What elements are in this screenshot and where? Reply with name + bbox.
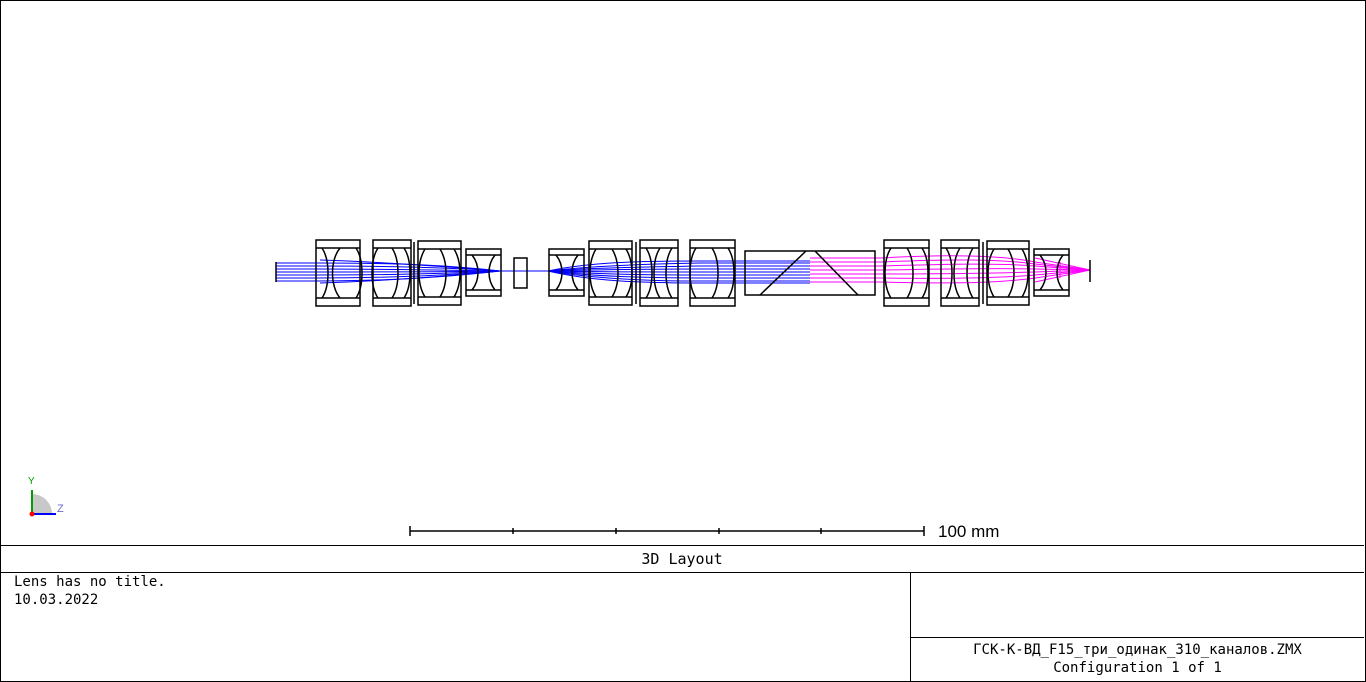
lens-date: 10.03.2022	[14, 592, 99, 608]
lens-title: Lens has no title.	[14, 574, 166, 590]
lens-info-panel: Lens has no title. 10.03.2022	[0, 572, 911, 681]
axis-z-label: Z	[57, 503, 64, 515]
lens-elements	[275, 239, 1091, 307]
file-info-divider	[911, 637, 1364, 638]
plot-title: 3D Layout	[641, 550, 723, 568]
scale-label: 100 mm	[938, 522, 1000, 541]
axis-y-label: Y	[28, 476, 35, 487]
optical-layout-canvas: Y Z	[28, 239, 1091, 536]
file-info-panel: ГСК-К-ВД_F15_три_одинак_310_каналов.ZMX …	[911, 572, 1364, 681]
scale-bar	[409, 526, 925, 536]
file-name: ГСК-К-ВД_F15_три_одинак_310_каналов.ZMX	[973, 642, 1302, 658]
configuration-label: Configuration 1 of 1	[1053, 660, 1222, 676]
ray-bundle-blue	[276, 259, 810, 284]
axis-triad: Y Z	[28, 476, 64, 517]
plot-title-bar: 3D Layout	[0, 545, 1364, 573]
